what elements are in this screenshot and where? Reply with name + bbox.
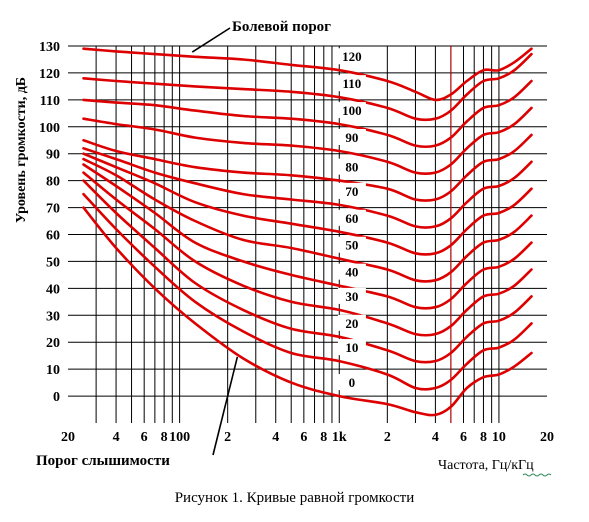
pain-threshold-pointer — [191, 27, 231, 53]
curve-label-bg — [337, 102, 366, 119]
loudness-curve-0 — [82, 206, 533, 417]
curve-label-bg — [337, 158, 366, 175]
x-tick-label: 1k — [332, 430, 347, 445]
y-tick-label: 100 — [39, 121, 60, 136]
loudness-curve-100 — [82, 79, 533, 149]
curve-label-bg — [337, 48, 366, 65]
y-tick-label: 130 — [39, 40, 60, 55]
pain-threshold-label: Болевой порог — [232, 19, 331, 35]
y-tick-label: 60 — [46, 229, 60, 244]
loudness-curve-40 — [82, 163, 533, 310]
curve-label: 40 — [345, 265, 358, 280]
y-tick-label: 120 — [39, 67, 60, 82]
x-tick-label: 4 — [272, 430, 279, 445]
loudness-curve-60 — [82, 152, 533, 256]
curve-label: 0 — [349, 375, 356, 390]
curve-label: 60 — [345, 211, 358, 226]
y-axis-label: Уровень громкости, дБ — [14, 77, 29, 223]
annotations: Болевой порог Порог слышимости — [36, 19, 331, 469]
figure-caption: Рисунок 1. Кривые равной громкости — [174, 490, 415, 506]
x-tick-label: 8 — [320, 430, 327, 445]
curve-label-bg — [337, 236, 366, 253]
x-tick-label: 2 — [224, 430, 231, 445]
curve-label-bg — [337, 263, 366, 280]
y-tick-label: 80 — [46, 175, 60, 190]
curve-label: 10 — [345, 340, 358, 355]
y-tick-label: 40 — [46, 282, 60, 297]
curve-label: 110 — [343, 76, 362, 91]
curve-label-bg — [337, 209, 366, 226]
y-tick-label: 30 — [46, 309, 60, 324]
x-tick-label: 8 — [480, 430, 487, 445]
curve-label: 100 — [342, 103, 362, 118]
y-tick-label: 70 — [46, 202, 60, 217]
x-tick-label: 6 — [141, 430, 148, 445]
loudness-curve-90 — [82, 106, 533, 176]
curve-label-bg — [337, 374, 366, 391]
curve-label-bg — [337, 129, 366, 146]
curve-label: 20 — [345, 316, 358, 331]
x-tick-label: 6 — [460, 430, 467, 445]
x-tick-label: 4 — [432, 430, 439, 445]
x-tick-label: 4 — [113, 430, 120, 445]
x-tick-label: 6 — [300, 430, 307, 445]
loudness-curve-10 — [82, 192, 533, 391]
curve-label: 80 — [345, 160, 358, 175]
loudness-curve-50 — [82, 157, 533, 283]
loudness-curve-110 — [82, 52, 533, 122]
curve-label-bg — [337, 314, 366, 331]
y-tick-label: 20 — [46, 336, 60, 351]
curve-labels: 0 10 20 30 40 50 60 70 80 90 100 110 120 — [337, 48, 366, 391]
x-tick-label: 100 — [169, 430, 190, 445]
curve-label: 30 — [345, 289, 358, 304]
x-axis-label: Частота, Гц/кГц — [438, 458, 534, 473]
curve-label: 90 — [345, 130, 358, 145]
x-axis-label-underline — [522, 473, 552, 477]
y-tick-label: 110 — [40, 94, 60, 109]
curve-label-bg — [337, 287, 366, 304]
curve-label: 70 — [345, 184, 358, 199]
hearing-threshold-pointer — [212, 356, 239, 456]
curve-label-bg — [337, 339, 366, 356]
curve-label: 120 — [342, 49, 362, 64]
x-tick-label: 20 — [61, 430, 75, 445]
x-tick-label: 10 — [492, 430, 506, 445]
loudness-curve-80 — [82, 133, 533, 202]
y-tick-label: 90 — [46, 148, 60, 163]
x-tick-label: 8 — [161, 430, 168, 445]
loudness-curve-20 — [82, 179, 533, 364]
curve-label-bg — [337, 75, 366, 92]
y-tick-label: 50 — [46, 255, 60, 270]
loudness-curve-120 — [82, 47, 533, 102]
x-tick-label: 2 — [384, 430, 391, 445]
loudness-curve-70 — [82, 147, 533, 229]
y-tick-label: 0 — [53, 390, 60, 405]
y-tick-labels: 0 10 20 30 40 50 60 70 80 90 100 110 120 130 — [39, 40, 60, 405]
curve-label: 50 — [345, 238, 358, 253]
x-tick-labels: 20 4 6 8 100 2 4 6 8 1k 2 4 6 8 10 20 — [61, 430, 554, 445]
hearing-threshold-label: Порог слышимости — [36, 453, 170, 469]
loudness-curve-30 — [82, 171, 533, 337]
loudness-curves — [82, 47, 533, 417]
curve-label-bg — [337, 182, 366, 199]
y-tick-label: 10 — [46, 363, 60, 378]
x-tick-label: 20 — [540, 430, 554, 445]
